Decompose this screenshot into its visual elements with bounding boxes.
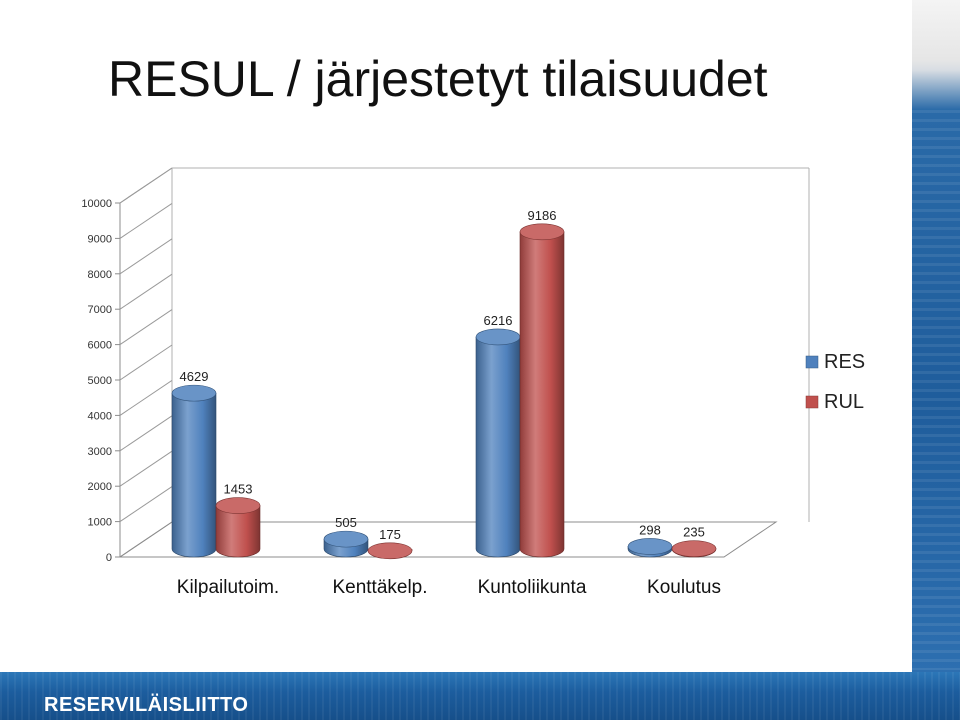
bar-top-rul-0	[215, 497, 261, 514]
y-gridline-diagonal	[119, 167, 173, 204]
bar-top-res-2	[475, 328, 521, 346]
y-gridline-diagonal	[119, 273, 173, 310]
bar-top-rul-3	[671, 540, 717, 557]
y-tick-label: 0	[106, 552, 112, 564]
decorative-right-band	[912, 0, 960, 672]
y-tick-label: 2000	[88, 481, 112, 493]
data-label-rul-2: 9186	[528, 208, 557, 223]
legend-label-res: RES	[824, 351, 865, 373]
legend-swatch-rul	[805, 395, 819, 409]
y-gridline-diagonal	[119, 415, 173, 452]
x-category-label: Koulutus	[647, 577, 721, 598]
legend-label-rul: RUL	[824, 391, 864, 413]
data-label-rul-1: 175	[379, 527, 401, 542]
x-category-label: Kenttäkelp.	[332, 577, 427, 598]
data-label-res-1: 505	[335, 515, 357, 530]
decorative-bottom-band	[0, 672, 960, 720]
y-gridline-diagonal	[119, 344, 173, 381]
y-gridline-diagonal	[119, 238, 173, 275]
x-category-label: Kuntoliikunta	[478, 577, 587, 598]
data-label-res-0: 4629	[180, 369, 209, 384]
brand-logo: RESERVILÄISLIITTO	[44, 694, 249, 716]
x-category-label: Kilpailutoim.	[177, 577, 279, 598]
y-tick-label: 3000	[88, 446, 112, 458]
slide-title: RESUL / järjestetyt tilaisuudet	[108, 51, 768, 107]
y-tick-label: 9000	[88, 233, 112, 245]
bar-top-rul-1	[367, 542, 413, 560]
y-tick-label: 4000	[88, 410, 112, 422]
y-tick-label: 5000	[88, 375, 112, 387]
y-gridline-diagonal	[119, 309, 173, 346]
y-tick-label: 7000	[88, 304, 112, 316]
y-tick-label: 6000	[88, 340, 112, 352]
chart-floor	[118, 521, 778, 558]
bar-top-rul-2	[519, 223, 565, 241]
bar-top-res-3	[627, 538, 673, 555]
y-gridline-diagonal	[119, 486, 173, 523]
bar-top-res-1	[323, 530, 369, 548]
y-tick-label: 1000	[88, 517, 112, 529]
bar-res-2	[475, 336, 521, 558]
bar-rul-2	[519, 231, 565, 558]
data-label-res-3: 298	[639, 522, 661, 537]
bar-top-res-0	[171, 384, 217, 402]
data-label-rul-0: 1453	[224, 482, 253, 497]
bar-res-0	[171, 392, 217, 558]
bar-rul-0	[215, 505, 261, 558]
y-tick-label: 8000	[88, 269, 112, 281]
y-gridline-diagonal	[119, 379, 173, 416]
data-label-res-2: 6216	[484, 313, 513, 328]
bar-chart: 0 1000 2000 3000 4000 5000 6000 7000 8000 9000 100…	[81, 167, 865, 598]
data-label-rul-3: 235	[683, 525, 705, 540]
y-gridline-diagonal	[119, 450, 173, 487]
y-tick-label: 10000	[81, 198, 112, 210]
legend-swatch-res	[805, 355, 819, 369]
y-gridline-diagonal	[119, 202, 173, 239]
